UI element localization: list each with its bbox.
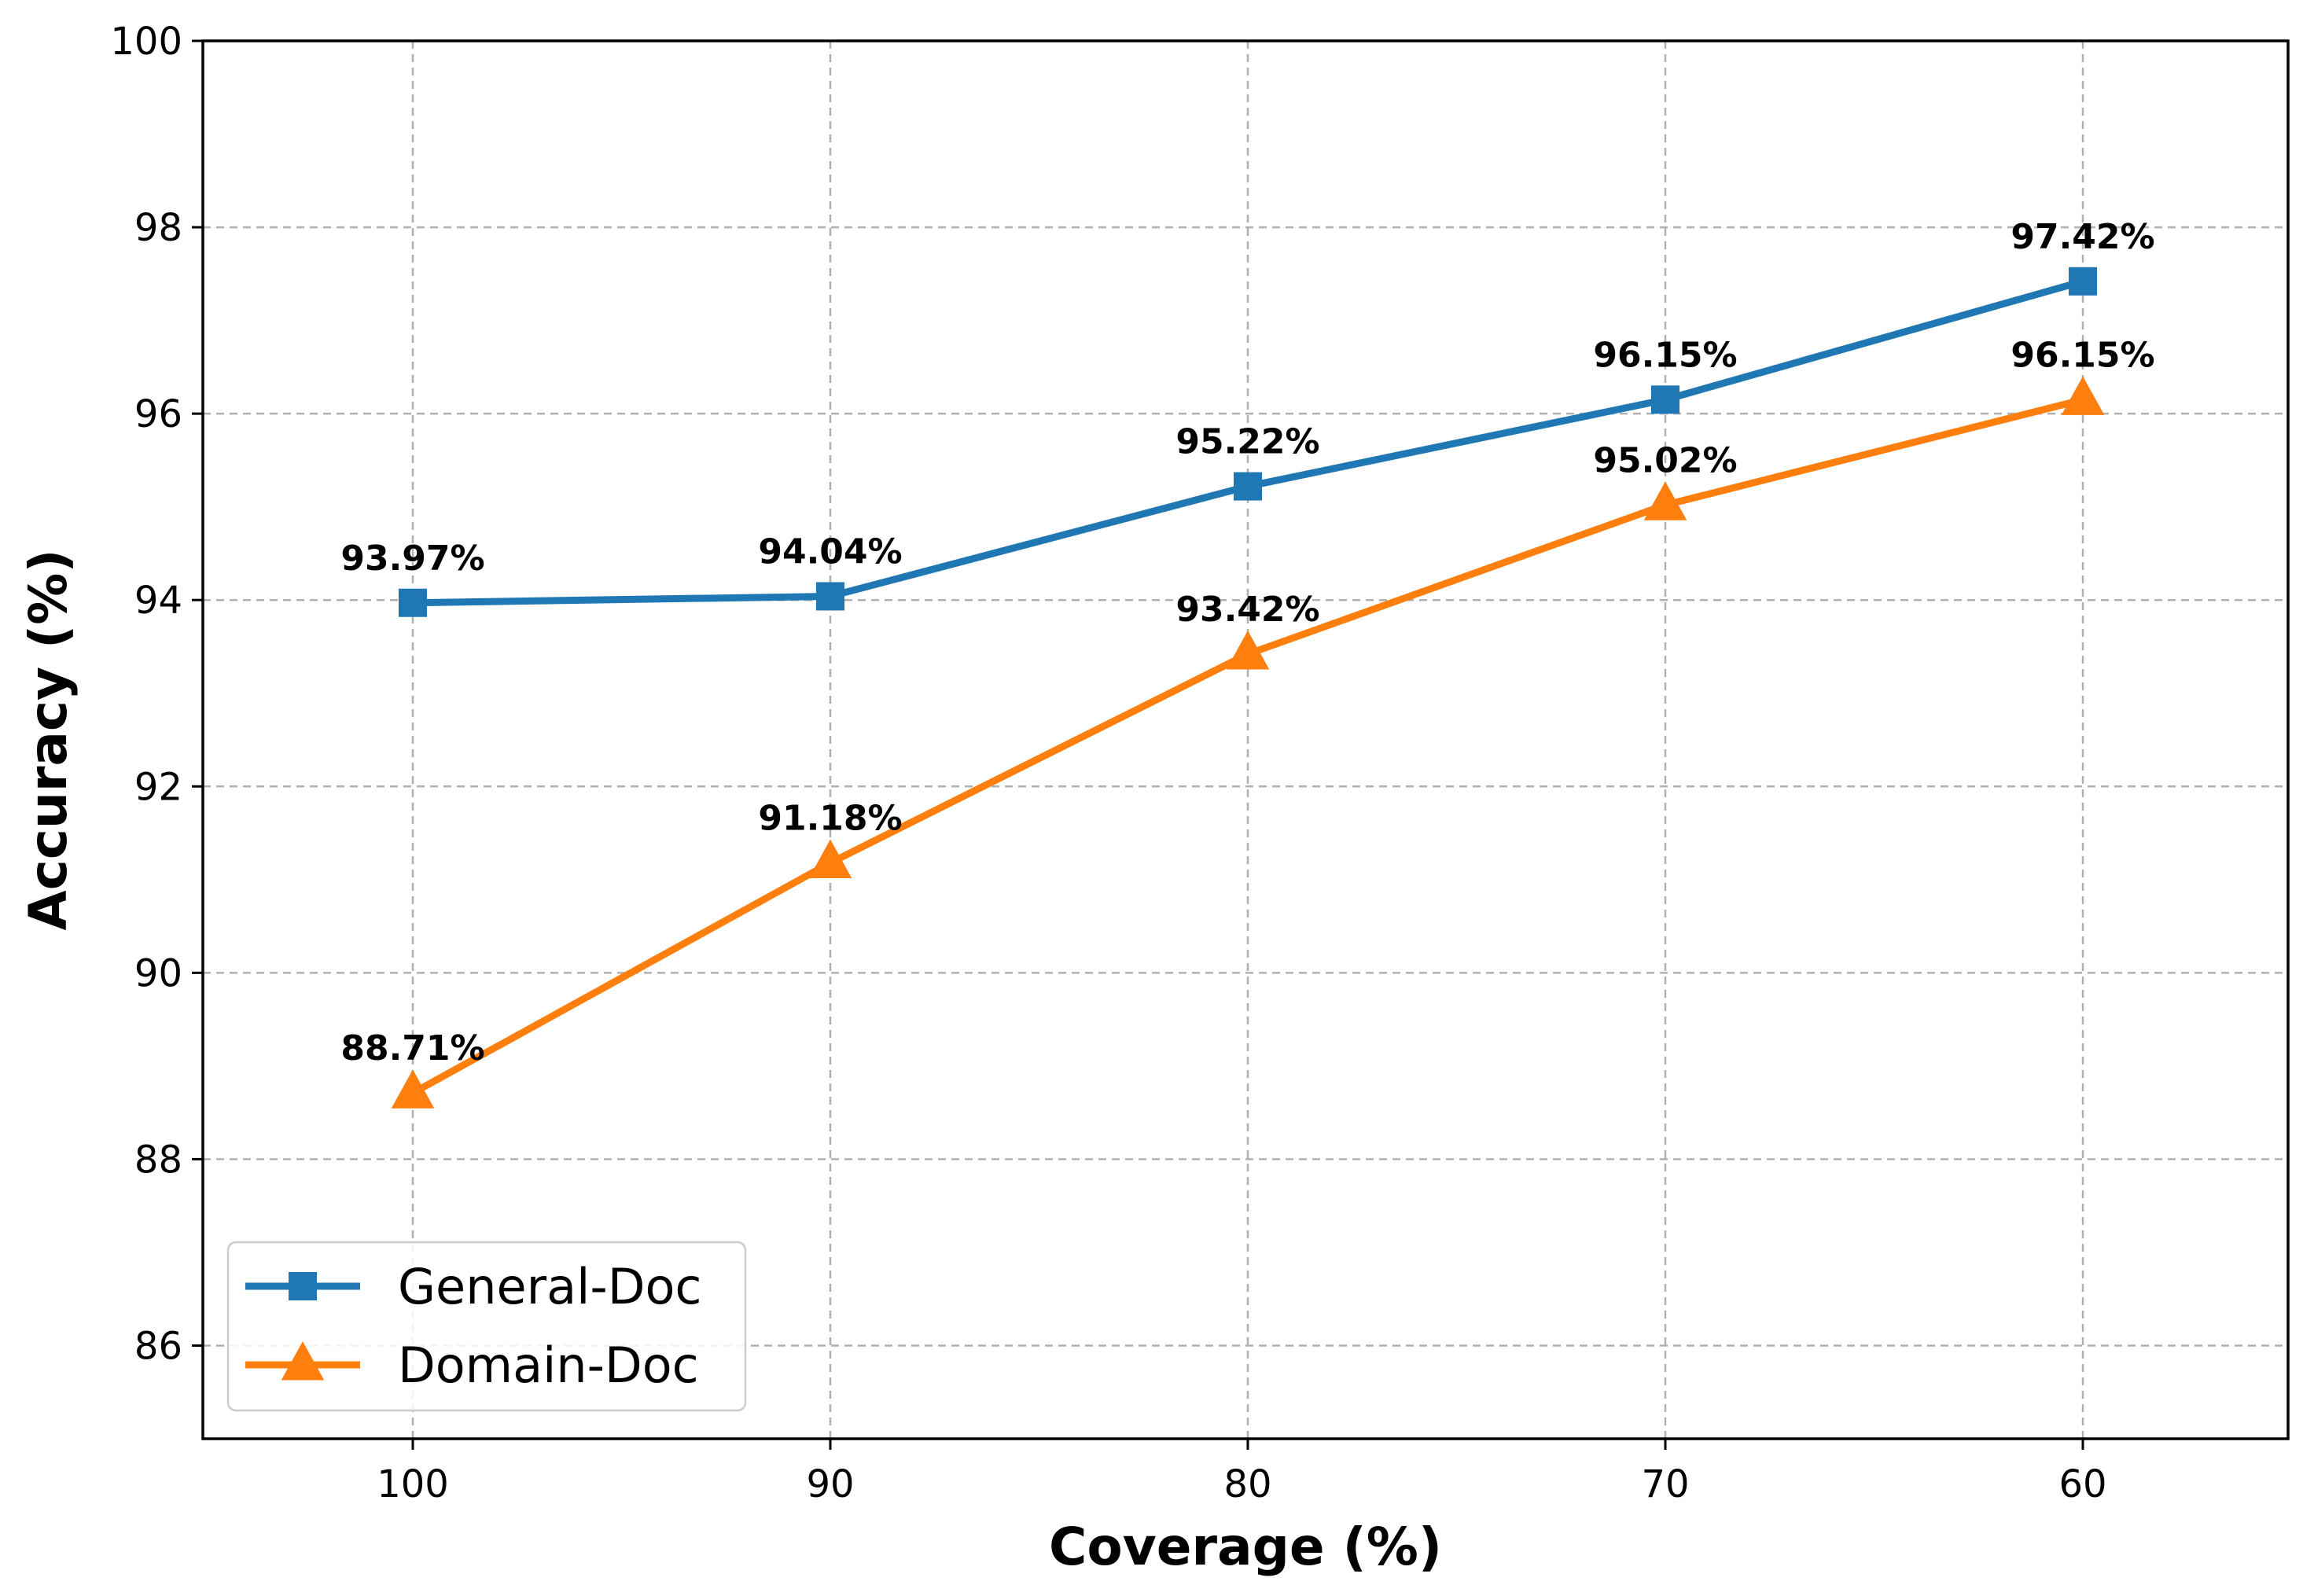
data-label-domain-doc: 91.18%: [758, 798, 902, 838]
legend-label-general-doc: General-Doc: [398, 1258, 701, 1315]
y-tick-label: 86: [134, 1324, 182, 1368]
data-point-general-doc: [816, 582, 844, 611]
data-point-domain-doc: [391, 1069, 435, 1109]
data-labels: 93.97% 94.04% 95.22% 96.15% 97.42% 88.71% 91.1…: [340, 217, 2154, 1068]
data-label-domain-doc: 96.15%: [2011, 335, 2154, 375]
data-point-domain-doc: [1226, 631, 1270, 670]
y-tick-label: 94: [134, 579, 182, 623]
data-label-general-doc: 97.42%: [2011, 217, 2154, 257]
x-tick-label: 80: [1223, 1462, 1271, 1506]
data-label-domain-doc: 95.02%: [1593, 440, 1737, 480]
legend: General-Doc Domain-Doc: [226, 1241, 747, 1412]
legend-marker-general-doc: [289, 1272, 317, 1300]
legend-label-domain-doc: Domain-Doc: [398, 1337, 699, 1394]
y-tick-label: 92: [134, 765, 182, 809]
plot-frame: [201, 39, 2290, 1440]
axis-ticks: 100 90 80 70 60 86 88 90 92 94 96 98 100: [110, 20, 2106, 1506]
y-tick-label: 88: [134, 1138, 182, 1182]
y-tick-label: 90: [134, 951, 182, 995]
x-tick-label: 90: [806, 1462, 854, 1506]
x-tick-label: 100: [377, 1462, 449, 1506]
data-point-domain-doc: [808, 839, 852, 878]
y-axis-title: Accuracy (%): [18, 550, 79, 931]
data-label-general-doc: 96.15%: [1593, 335, 1737, 375]
legend-marker-domain-doc: [281, 1341, 325, 1381]
data-point-general-doc: [1651, 385, 1679, 414]
data-point-domain-doc: [2061, 376, 2105, 415]
data-label-general-doc: 94.04%: [758, 531, 902, 572]
x-tick-label: 70: [1641, 1462, 1689, 1506]
data-point-general-doc: [1234, 472, 1262, 501]
y-tick-label: 96: [134, 392, 182, 436]
y-tick-label: 98: [134, 206, 182, 250]
data-label-general-doc: 93.97%: [340, 539, 484, 579]
grid-lines: [203, 39, 2288, 1439]
x-tick-label: 60: [2058, 1462, 2106, 1506]
data-label-domain-doc: 88.71%: [340, 1028, 484, 1068]
series-line-domain-doc: [409, 395, 2087, 1097]
series-layer: [391, 267, 2105, 1109]
y-tick-label: 100: [110, 20, 182, 64]
data-point-domain-doc: [1643, 481, 1687, 520]
data-point-general-doc: [399, 588, 427, 617]
data-label-domain-doc: 93.42%: [1175, 590, 1319, 630]
data-point-general-doc: [2069, 267, 2097, 296]
data-label-general-doc: 95.22%: [1175, 422, 1319, 462]
x-axis-title: Coverage (%): [1049, 1517, 1442, 1577]
